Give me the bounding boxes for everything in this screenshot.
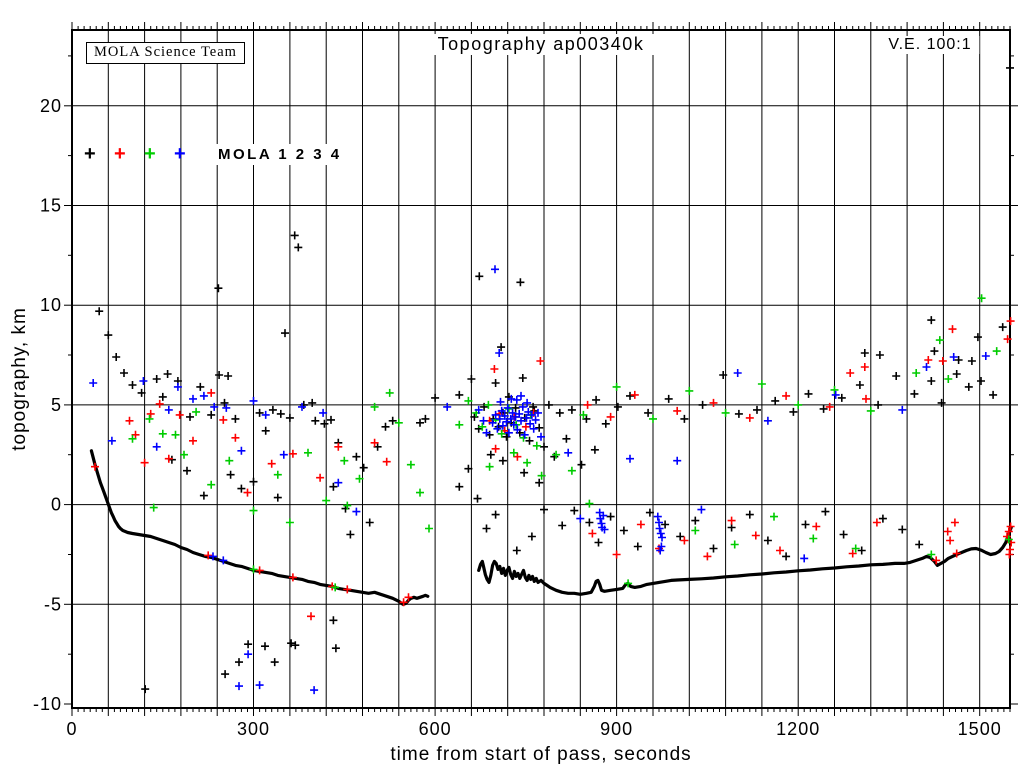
svg-text:20: 20 [40, 96, 62, 116]
svg-text:10: 10 [40, 295, 62, 315]
legend-marker-mola-2: + [114, 143, 126, 165]
svg-text:15: 15 [40, 196, 62, 216]
legend-markers: + + + + [84, 143, 204, 165]
svg-text:0: 0 [66, 719, 77, 739]
mola-science-team-badge: MOLA Science Team [86, 42, 245, 64]
legend: + + + + MOLA 1 2 3 4 [84, 143, 350, 165]
scatter-mola-2 [91, 317, 1016, 621]
scatter-mola-4 [89, 265, 990, 695]
axis-ticks [64, 22, 1018, 716]
y-tick-labels: -10 -5 0 5 10 15 20 [33, 96, 62, 714]
y-axis-title: topography, km [9, 307, 30, 451]
svg-text:600: 600 [419, 719, 452, 739]
vertical-exaggeration-label: V.E. 100:1 [880, 36, 980, 54]
legend-label: MOLA 1 2 3 4 [210, 143, 350, 165]
chart-title: Topography ap00340k [427, 34, 655, 55]
svg-text:1200: 1200 [776, 719, 820, 739]
svg-text:900: 900 [600, 719, 633, 739]
legend-marker-mola-1: + [84, 143, 96, 165]
svg-text:1500: 1500 [958, 719, 1002, 739]
svg-text:300: 300 [237, 719, 270, 739]
scatter-mola-1 [95, 63, 1014, 694]
ground-track-trace [89, 449, 1013, 606]
legend-marker-mola-4: + [174, 143, 186, 165]
svg-text:5: 5 [51, 395, 62, 415]
scatter-mola-3 [128, 294, 1013, 592]
svg-text:0: 0 [51, 495, 62, 515]
x-tick-labels: 0 300 600 900 1200 1500 [66, 719, 1002, 739]
x-axis-title: time from start of pass, seconds [390, 744, 692, 765]
legend-marker-mola-3: + [144, 143, 156, 165]
svg-text:-10: -10 [33, 694, 62, 714]
grid-lines [72, 30, 1010, 708]
plot-border [71, 29, 1011, 709]
svg-text:-5: -5 [44, 594, 62, 614]
